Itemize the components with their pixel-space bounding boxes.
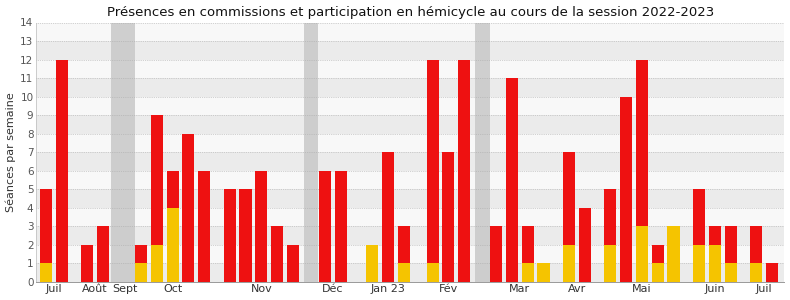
Bar [693, 244, 705, 282]
Bar [36, 22, 784, 41]
Title: Présences en commissions et participation en hémicycle au cours de la session 20: Présences en commissions et participatio… [107, 6, 714, 19]
Bar [55, 59, 68, 282]
Bar [562, 244, 575, 282]
Bar [636, 226, 648, 282]
Bar [151, 115, 163, 282]
Bar [442, 152, 454, 282]
Bar [427, 59, 438, 282]
Bar [36, 263, 784, 282]
Bar [335, 171, 347, 282]
Bar [271, 226, 284, 282]
Y-axis label: Séances par semaine: Séances par semaine [6, 92, 16, 212]
Bar [458, 59, 470, 282]
Bar [724, 226, 736, 282]
Bar [709, 226, 720, 282]
Bar [398, 263, 410, 282]
Bar [318, 171, 331, 282]
Bar [255, 171, 267, 282]
Bar [36, 189, 784, 208]
Bar [709, 244, 720, 282]
Bar [135, 263, 147, 282]
Bar [668, 226, 679, 282]
Bar [562, 152, 575, 282]
Bar [367, 244, 378, 282]
Bar [382, 152, 394, 282]
Bar [198, 171, 210, 282]
Bar [490, 226, 502, 282]
Bar [151, 244, 163, 282]
Bar [750, 263, 762, 282]
Bar [239, 189, 251, 282]
Bar [668, 226, 679, 282]
Bar [111, 22, 134, 282]
Bar [40, 189, 52, 282]
Bar [304, 22, 318, 282]
Bar [652, 263, 664, 282]
Bar [36, 97, 784, 115]
Bar [182, 134, 194, 282]
Bar [36, 115, 784, 134]
Bar [36, 171, 784, 189]
Bar [36, 226, 784, 244]
Bar [750, 226, 762, 282]
Bar [604, 244, 616, 282]
Bar [693, 189, 705, 282]
Bar [167, 208, 179, 282]
Bar [36, 41, 784, 59]
Bar [224, 189, 235, 282]
Bar [506, 78, 517, 282]
Bar [620, 97, 632, 282]
Bar [636, 59, 648, 282]
Bar [724, 263, 736, 282]
Bar [766, 263, 778, 282]
Bar [537, 263, 550, 282]
Bar [537, 263, 550, 282]
Bar [521, 263, 534, 282]
Bar [367, 244, 378, 282]
Bar [36, 78, 784, 97]
Bar [476, 22, 490, 282]
Bar [36, 244, 784, 263]
Bar [135, 244, 147, 282]
Bar [579, 208, 591, 282]
Bar [40, 263, 52, 282]
Bar [36, 152, 784, 171]
Bar [652, 244, 664, 282]
Bar [398, 226, 410, 282]
Bar [521, 226, 534, 282]
Bar [604, 189, 616, 282]
Bar [427, 263, 438, 282]
Bar [97, 226, 109, 282]
Bar [81, 244, 93, 282]
Bar [36, 208, 784, 226]
Bar [36, 59, 784, 78]
Bar [287, 244, 299, 282]
Bar [36, 134, 784, 152]
Bar [167, 171, 179, 282]
